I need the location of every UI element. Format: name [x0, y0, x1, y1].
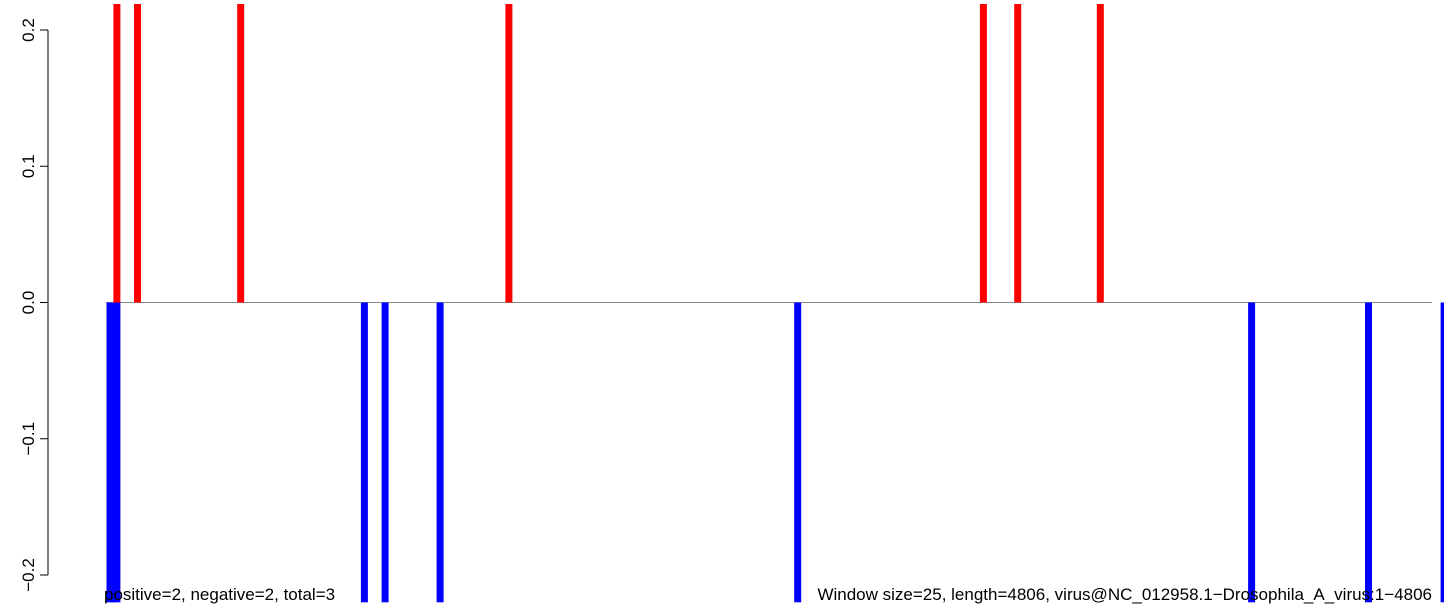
positive-bar [1014, 4, 1022, 303]
y-tick-label: −0.1 [19, 422, 38, 456]
positive-bar [505, 4, 513, 303]
y-tick-label: 0.0 [19, 291, 38, 315]
positive-bar [237, 4, 245, 303]
positive-bar [134, 4, 141, 303]
footer-right-label: Window size=25, length=4806, virus@NC_01… [817, 585, 1432, 604]
y-tick-label: 0.1 [19, 154, 38, 178]
y-axis: 0.2 0.1 0.0 −0.1 −0.2 [19, 18, 49, 592]
negative-bar [436, 302, 444, 603]
negative-bar [109, 302, 117, 603]
negative-bar [1440, 302, 1444, 603]
negative-bar [360, 302, 368, 603]
negative-bar [1248, 302, 1256, 603]
positive-bar [113, 4, 121, 303]
positive-bar [979, 4, 987, 303]
negative-bar [794, 302, 802, 603]
bars [106, 4, 1444, 603]
footer-left-label: positive=2, negative=2, total=3 [104, 585, 335, 604]
negative-bar [1365, 302, 1372, 603]
negative-bar [381, 302, 389, 603]
negative-bar [113, 302, 121, 603]
footer: positive=2, negative=2, total=3 Window s… [104, 585, 1432, 604]
y-tick-label: −0.2 [19, 558, 38, 592]
y-tick-label: 0.2 [19, 18, 38, 42]
positive-bar [1096, 4, 1104, 303]
